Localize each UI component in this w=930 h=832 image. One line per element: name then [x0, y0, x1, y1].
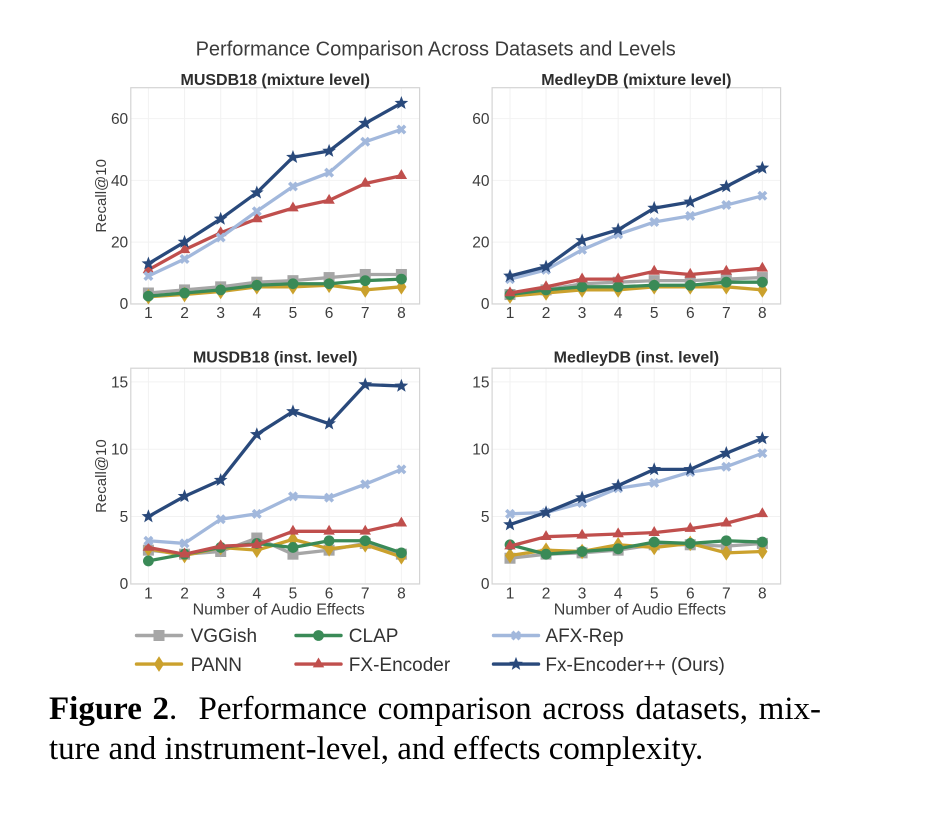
svg-text:5: 5 — [650, 585, 659, 602]
svg-text:4: 4 — [614, 305, 623, 322]
svg-text:5: 5 — [289, 305, 298, 322]
svg-text:Number of Audio Effects: Number of Audio Effects — [193, 601, 365, 618]
svg-text:6: 6 — [686, 585, 695, 602]
svg-text:10: 10 — [111, 442, 129, 459]
svg-text:0: 0 — [120, 576, 129, 593]
svg-text:2: 2 — [180, 305, 189, 322]
svg-text:AFX-Rep: AFX-Rep — [545, 626, 623, 647]
svg-text:5: 5 — [120, 509, 129, 526]
svg-text:6: 6 — [325, 305, 334, 322]
svg-text:7: 7 — [722, 305, 731, 322]
svg-text:4: 4 — [253, 305, 262, 322]
svg-text:6: 6 — [325, 585, 334, 602]
svg-text:0: 0 — [120, 296, 129, 313]
svg-text:2: 2 — [180, 585, 189, 602]
svg-text:8: 8 — [397, 305, 406, 322]
svg-text:MedleyDB (inst. level): MedleyDB (inst. level) — [554, 350, 719, 367]
svg-text:8: 8 — [758, 305, 767, 322]
svg-text:7: 7 — [361, 585, 370, 602]
svg-text:4: 4 — [614, 585, 623, 602]
svg-text:Number of Audio Effects: Number of Audio Effects — [554, 601, 726, 618]
svg-text:10: 10 — [472, 442, 490, 459]
svg-text:FX-Encoder: FX-Encoder — [349, 655, 451, 676]
svg-text:MedleyDB (mixture level): MedleyDB (mixture level) — [541, 72, 731, 89]
svg-text:7: 7 — [722, 585, 731, 602]
svg-text:VGGish: VGGish — [191, 626, 258, 647]
svg-text:MUSDB18 (inst. level): MUSDB18 (inst. level) — [193, 350, 357, 367]
svg-text:0: 0 — [481, 296, 490, 313]
svg-text:5: 5 — [650, 305, 659, 322]
svg-text:8: 8 — [758, 585, 767, 602]
svg-text:0: 0 — [481, 576, 490, 593]
svg-text:2: 2 — [542, 305, 551, 322]
svg-text:Recall@10: Recall@10 — [93, 439, 110, 513]
svg-text:6: 6 — [686, 305, 695, 322]
svg-text:60: 60 — [111, 111, 129, 128]
svg-text:Performance Comparison Across: Performance Comparison Across Datasets a… — [196, 39, 676, 61]
svg-text:5: 5 — [481, 509, 490, 526]
svg-text:40: 40 — [472, 173, 490, 190]
svg-text:3: 3 — [578, 305, 587, 322]
svg-text:1: 1 — [506, 305, 515, 322]
svg-text:Recall@10: Recall@10 — [93, 159, 110, 233]
svg-text:20: 20 — [472, 234, 490, 251]
svg-text:1: 1 — [144, 305, 153, 322]
svg-text:3: 3 — [216, 585, 225, 602]
svg-text:Fx-Encoder++ (Ours): Fx-Encoder++ (Ours) — [545, 655, 725, 676]
svg-text:3: 3 — [578, 585, 587, 602]
svg-text:15: 15 — [472, 374, 489, 391]
svg-text:3: 3 — [216, 305, 225, 322]
svg-text:PANN: PANN — [191, 655, 242, 676]
svg-text:2: 2 — [542, 585, 551, 602]
svg-text:8: 8 — [397, 585, 406, 602]
svg-text:5: 5 — [289, 585, 298, 602]
svg-text:40: 40 — [111, 173, 129, 190]
svg-text:CLAP: CLAP — [349, 626, 399, 647]
svg-text:MUSDB18 (mixture level): MUSDB18 (mixture level) — [181, 72, 370, 89]
svg-text:15: 15 — [111, 374, 128, 391]
svg-text:1: 1 — [144, 585, 153, 602]
svg-text:4: 4 — [253, 585, 262, 602]
svg-text:60: 60 — [472, 111, 490, 128]
svg-text:7: 7 — [361, 305, 370, 322]
svg-text:20: 20 — [111, 234, 129, 251]
svg-text:1: 1 — [506, 585, 515, 602]
